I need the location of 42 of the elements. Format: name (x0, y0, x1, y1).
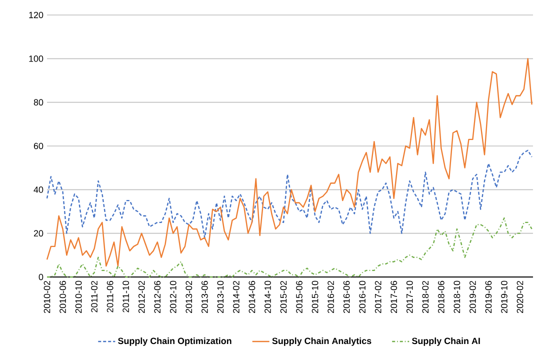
x-tick-label: 2015-06 (296, 280, 302, 313)
x-tick-label: 2016-06 (343, 280, 350, 313)
y-tick-label: 20 (34, 230, 44, 237)
x-tick-label: 2019-10 (501, 280, 508, 313)
x-tick-label: 2014-10 (264, 280, 271, 313)
x-tick-label: 2013-10 (217, 280, 224, 313)
x-tick-label: 2019-06 (485, 280, 492, 313)
line-series (46, 58, 532, 267)
x-tick-label: 2019-02 (470, 280, 476, 313)
y-tick-label: 40 (34, 186, 44, 193)
x-tick-label: 2013-02 (186, 280, 192, 313)
x-tick-label: 2018-06 (438, 280, 444, 313)
x-tick-label: 2012-10 (170, 280, 176, 313)
y-tick-label: 120 (29, 12, 44, 18)
x-tick-label: 2017-02 (374, 280, 382, 313)
x-tick-label: 2010-02 (44, 280, 50, 313)
x-tick-label: 2014-02 (233, 280, 240, 313)
x-tick-label: 2017-10 (406, 280, 413, 313)
x-tick-label: 2012-02 (138, 280, 145, 313)
y-tick-label: 0 (38, 274, 44, 280)
x-tick-label: 2018-10 (454, 280, 460, 313)
x-tick-label: 2011-02 (91, 280, 98, 312)
x-tick-label: 2020-02 (516, 280, 524, 313)
y-tick-label: 60 (34, 142, 44, 150)
x-tick-label: 2015-02 (280, 280, 287, 313)
y-tick-label: 100 (29, 55, 44, 62)
x-tick-label: 2016-02 (328, 280, 334, 313)
x-tick-label: 2016-10 (359, 280, 366, 313)
x-tick-label: 2015-10 (312, 280, 318, 313)
x-tick-label: 2018-02 (422, 280, 429, 313)
x-tick-label: 2010-06 (60, 280, 66, 313)
legend-label: Supply Chain AI (412, 338, 480, 346)
legend-label: Supply Chain Analytics (272, 338, 372, 346)
x-tick-label: 2010-10 (75, 280, 82, 313)
x-tick-label: 2014-06 (248, 280, 256, 313)
x-tick-label: 2013-06 (201, 280, 208, 313)
x-tick-label: 2011-10 (122, 280, 130, 312)
x-tick-label: 2012-06 (154, 280, 161, 313)
x-tick-label: 2011-06 (106, 280, 114, 312)
legend-label: Supply Chain Optimization (118, 338, 232, 346)
x-tick-label: 2017-06 (390, 280, 398, 313)
y-tick-label: 80 (34, 99, 44, 106)
